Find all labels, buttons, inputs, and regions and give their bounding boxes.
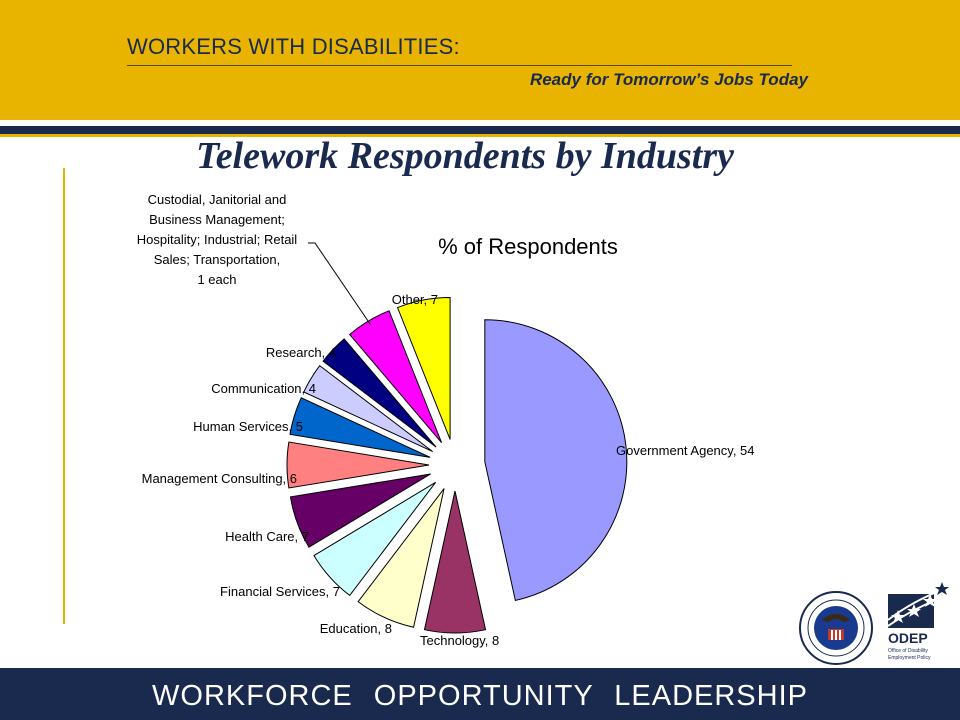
- pie-slice-government: [484, 319, 628, 602]
- pie-label-line: Custodial, Janitorial and: [148, 192, 287, 207]
- header-rule: [127, 65, 792, 66]
- pie-slices: [286, 296, 628, 634]
- pie-slice-technology: [423, 490, 487, 634]
- pie-slice-education: [357, 488, 445, 628]
- chart-title: % of Respondents: [438, 234, 618, 259]
- pie-slice-other: [396, 296, 451, 440]
- pie-label: Human Services, 5: [193, 419, 303, 434]
- pie-label: Research, 4: [266, 345, 336, 360]
- pie-chart: % of Respondents Government Agency, 54 Te…: [137, 192, 755, 648]
- odep-caption-line2: Employment Policy: [888, 655, 931, 661]
- pie-label-line: Hospitality; Industrial; Retail: [137, 232, 298, 247]
- odep-logo-icon: ODEP Office of Disability Employment Pol…: [887, 582, 949, 661]
- pie-labels: Government Agency, 54 Technology, 8 Educat…: [137, 192, 755, 648]
- pie-label: Government Agency, 54: [616, 443, 755, 458]
- pie-slice-health: [289, 473, 431, 548]
- pie-slice-human: [289, 397, 431, 458]
- header-band: [0, 0, 960, 120]
- header-stripe-gold: [0, 134, 960, 137]
- dol-seal-icon: [799, 591, 873, 665]
- pie-label: Other, 7: [392, 292, 438, 307]
- odep-caption-line1: Office of Disability: [888, 648, 928, 654]
- pie-label: Financial Services, 7: [220, 584, 340, 599]
- pie-slice-research: [322, 338, 437, 448]
- pie-slice-financial: [313, 481, 437, 597]
- pie-leader-lines: [308, 242, 371, 325]
- pie-label-line: 1 each: [197, 272, 236, 287]
- pie-label: Education, 8: [320, 621, 392, 636]
- footer-band: [0, 668, 960, 720]
- pie-slice-management: [286, 441, 430, 489]
- pie-label: Health Care, 7: [225, 529, 309, 544]
- side-rule: [63, 168, 65, 624]
- pie-label: Communication, 4: [211, 381, 316, 396]
- odep-name: ODEP: [888, 630, 928, 646]
- header-subtitle: Ready for Tomorrow’s Jobs Today: [529, 70, 808, 89]
- pie-label-line: Sales; Transportation,: [154, 252, 280, 267]
- footer-text: WORKFORCE OPPORTUNITY LEADERSHIP: [152, 680, 808, 712]
- header-title: WORKERS WITH DISABILITIES:: [127, 34, 460, 59]
- pie-label-line: Business Management;: [149, 212, 285, 227]
- pie-leader-line: [308, 242, 371, 325]
- pie-label: Technology, 8: [420, 633, 499, 648]
- pie-label: Management Consulting, 6: [142, 471, 297, 486]
- header-stripe-navy: [0, 126, 960, 134]
- slide-title: Telework Respondents by Industry: [195, 135, 735, 177]
- pie-slice-communication: [303, 364, 434, 453]
